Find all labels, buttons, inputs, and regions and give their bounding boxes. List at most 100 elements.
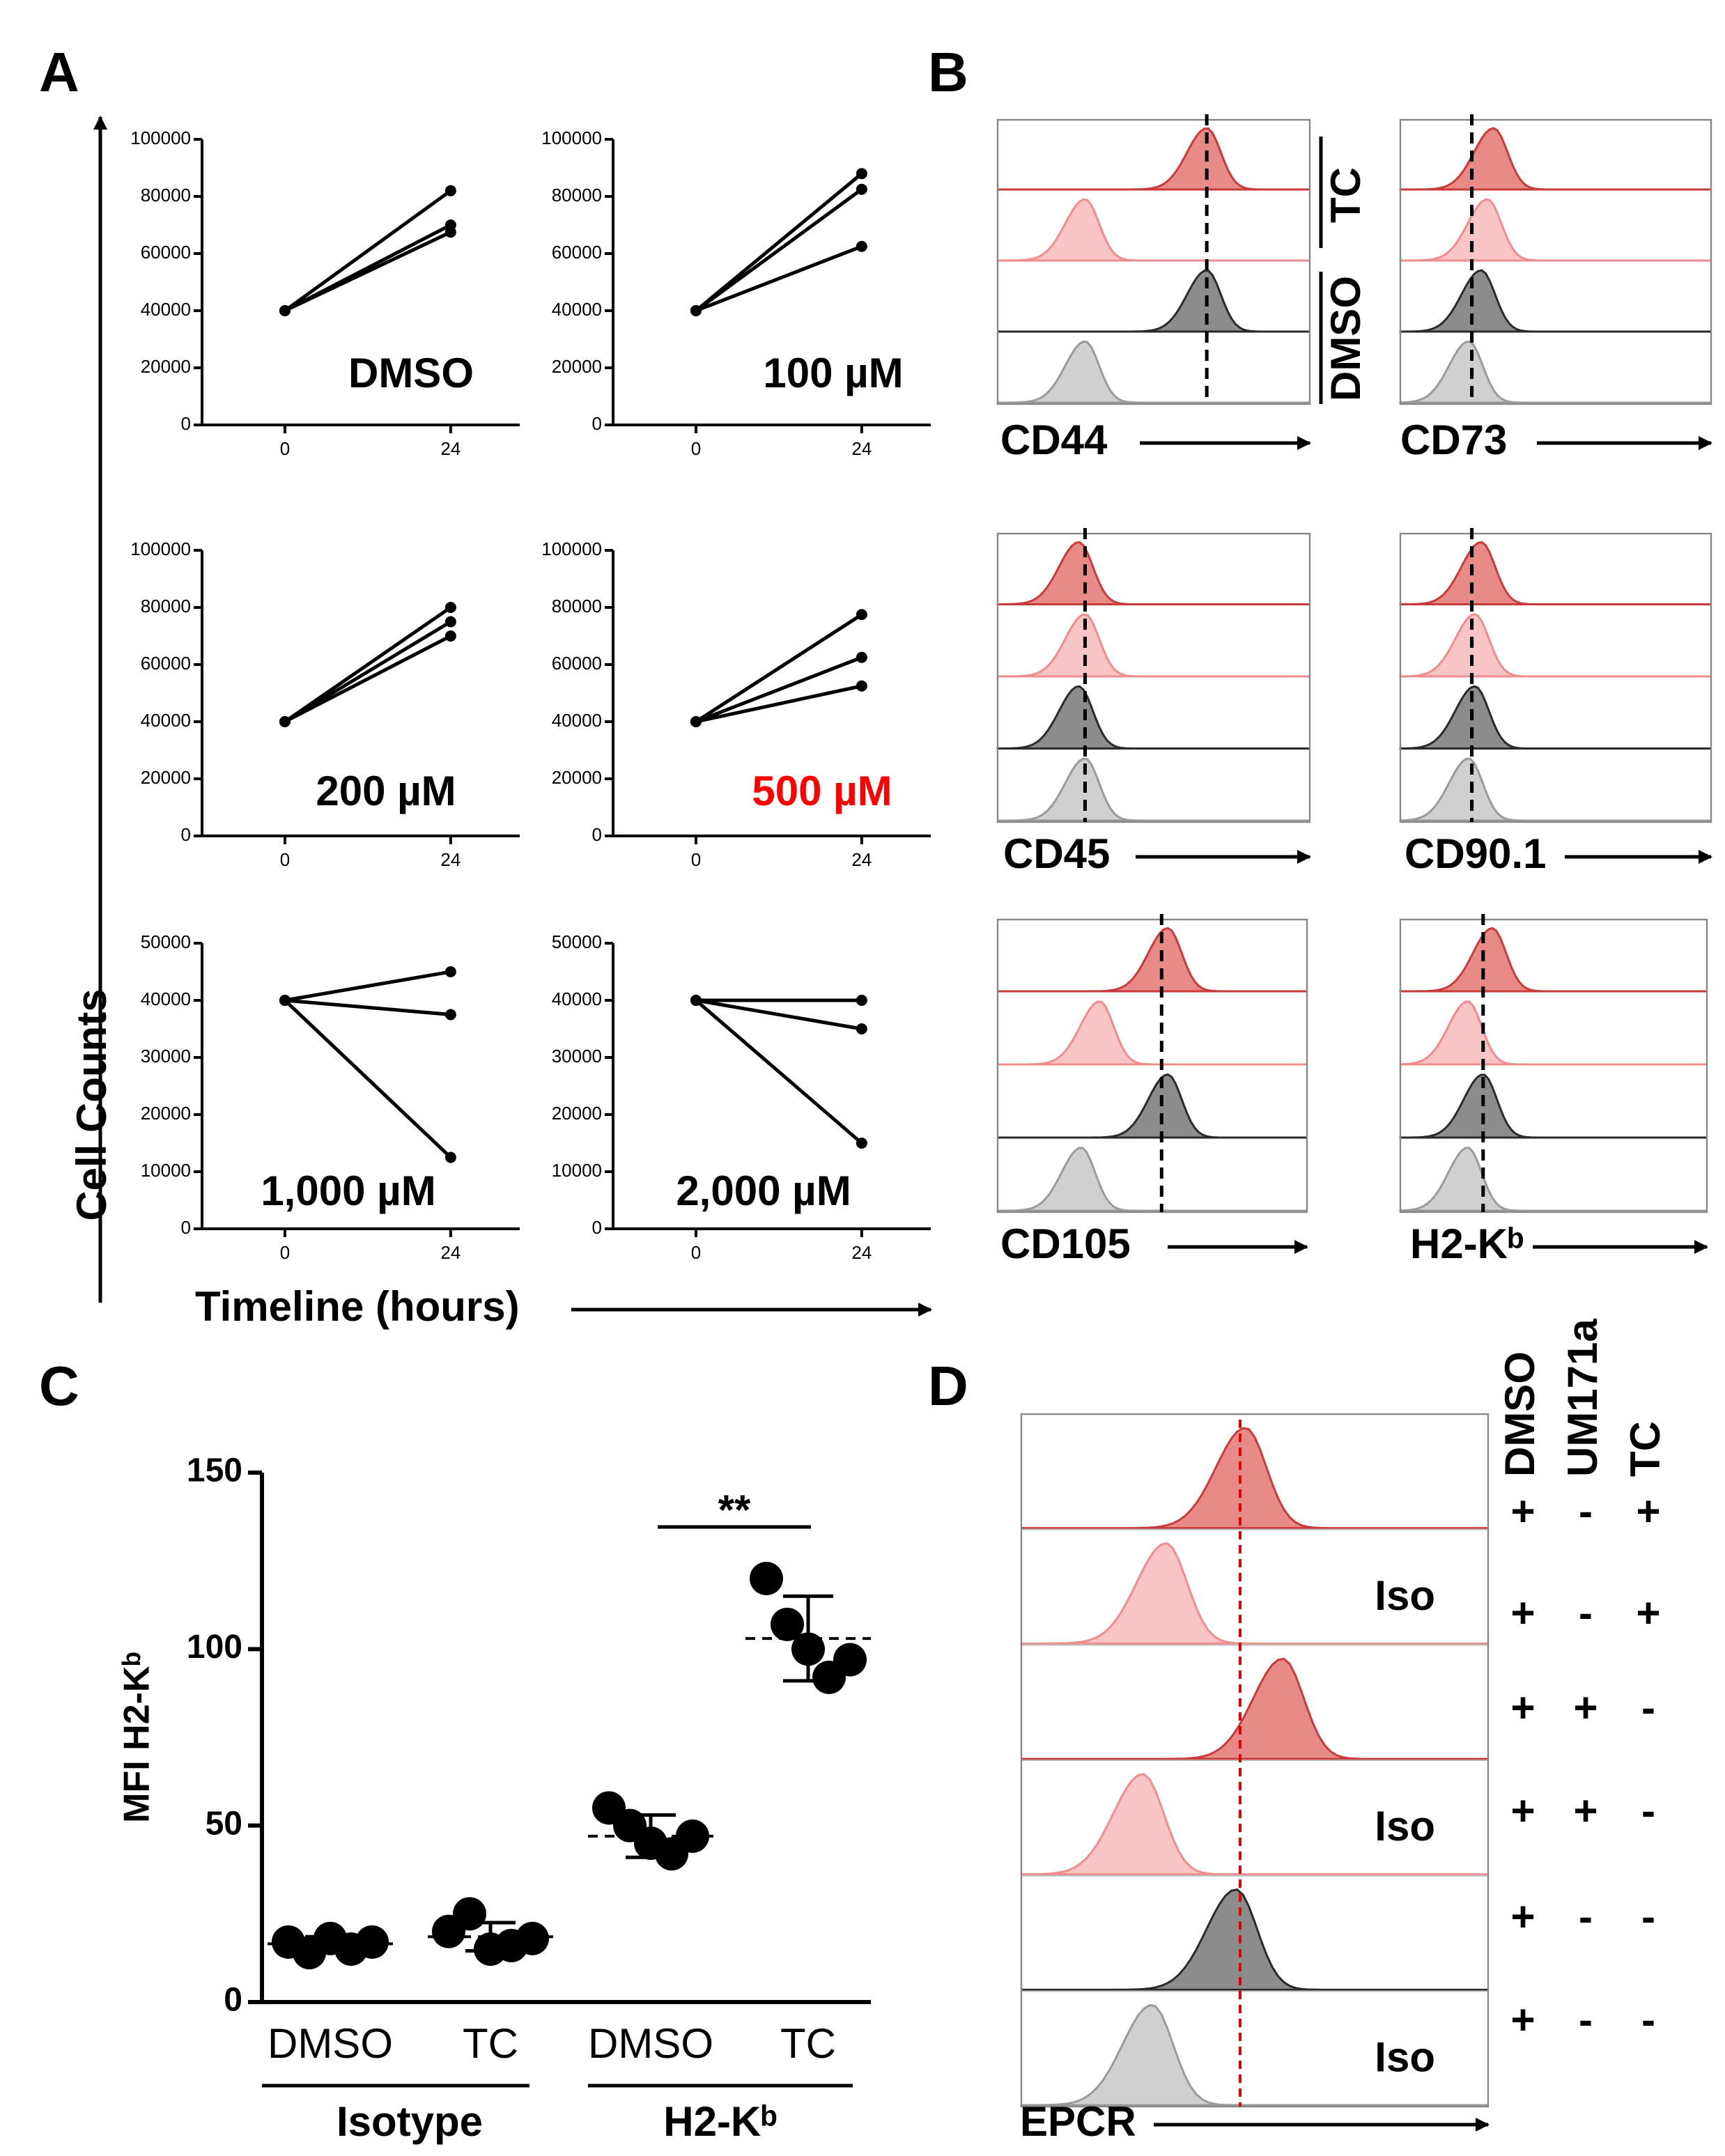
iso-label: Iso: [1375, 1572, 1435, 1619]
marker-label: CD105: [1000, 1220, 1131, 1267]
annotation: 500 µM: [752, 768, 892, 814]
condition-sign: -: [1579, 1590, 1593, 1636]
y-tick-label: 0: [224, 1982, 242, 2019]
condition-sign: -: [1579, 1488, 1593, 1535]
y-tick-label: 20000: [141, 767, 191, 788]
marker-label: CD73: [1400, 417, 1507, 463]
group-label: Isotype: [337, 2098, 483, 2145]
y-tick-label: 0: [181, 1217, 191, 1238]
histogram-frame: [1399, 918, 1708, 1213]
histogram-frame: [1399, 118, 1712, 405]
histogram: [998, 127, 1310, 191]
condition-sign: -: [1641, 1787, 1655, 1834]
error-bar: [305, 1934, 355, 1953]
data-point: [856, 995, 867, 1006]
y-tick-label: 50000: [552, 931, 602, 952]
data-line: [284, 999, 452, 1159]
y-tick-label: 20000: [141, 1103, 191, 1124]
y-tick-label: 40000: [141, 710, 191, 731]
histogram: [1399, 198, 1711, 262]
data-point: [690, 716, 702, 727]
y-tick-label: 100000: [130, 538, 191, 559]
x-tick-label: TC: [780, 2020, 836, 2067]
data-line: [284, 634, 452, 724]
marker-label: CD45: [1003, 830, 1110, 877]
y-tick-label: 0: [592, 413, 602, 434]
marker-label: CD90.1: [1405, 830, 1546, 877]
x-tick-label: 0: [691, 1242, 701, 1263]
y-tick-label: 80000: [141, 596, 191, 616]
data-point: [444, 1151, 456, 1163]
marker-label: CD44: [1000, 417, 1108, 463]
data-line: [695, 613, 863, 724]
y-tick-label: 0: [181, 413, 191, 434]
data-point: [444, 1009, 456, 1021]
data-line: [284, 620, 452, 724]
data-point: [856, 680, 867, 692]
histogram: [1399, 613, 1711, 678]
x-tick-label: 24: [851, 849, 872, 870]
y-tick-label: 100000: [541, 127, 602, 148]
histogram-frame: [1020, 1413, 1490, 2108]
data-point: [355, 1925, 389, 1959]
data-point: [279, 716, 291, 727]
panel-label: D: [928, 1355, 968, 1417]
x-tick-label: 0: [280, 1242, 290, 1263]
y-axis-label: MFI H2-Kᵇ: [117, 1652, 157, 1823]
legend-label: DMSO: [1322, 276, 1369, 401]
iso-label: Iso: [1375, 1803, 1435, 1849]
x-tick-label: TC: [463, 2020, 518, 2067]
x-tick-label: 24: [440, 849, 461, 870]
y-tick-label: 0: [592, 824, 602, 845]
data-point: [856, 168, 867, 180]
x-tick-label: 24: [440, 438, 461, 459]
histogram: [996, 541, 1310, 605]
y-tick-label: 30000: [141, 1046, 191, 1067]
histogram: [1399, 1147, 1707, 1212]
histogram: [998, 1000, 1307, 1066]
y-tick-label: 100: [187, 1629, 242, 1666]
y-tick-label: 40000: [552, 710, 602, 731]
data-line: [695, 187, 863, 313]
histogram: [1021, 1657, 1488, 1760]
y-tick-label: 80000: [552, 185, 602, 205]
x-tick-label: 0: [280, 438, 290, 459]
group-label: H2-Kᵇ: [663, 2098, 777, 2145]
histogram: [1399, 926, 1707, 993]
condition-sign: +: [1636, 1590, 1660, 1636]
condition-sign: +: [1510, 1893, 1535, 1940]
data-point: [771, 1607, 804, 1641]
condition-sign: +: [1510, 1684, 1535, 1731]
data-line: [284, 970, 451, 1002]
y-tick-label: 40000: [141, 988, 191, 1009]
panel-label: C: [39, 1355, 79, 1417]
annotation: 1,000 µM: [261, 1168, 435, 1214]
y-tick-label: 60000: [141, 653, 191, 674]
histogram: [998, 270, 1310, 333]
data-line: [284, 189, 452, 313]
histogram: [1399, 685, 1711, 750]
histogram-frame: [1399, 532, 1712, 823]
x-axis-label: Timeline (hours): [195, 1283, 520, 1330]
condition-sign: -: [1641, 1893, 1655, 1940]
y-tick-label: 40000: [141, 299, 191, 320]
iso-label: Iso: [1375, 2034, 1435, 2081]
y-tick-label: 40000: [552, 988, 602, 1009]
x-tick-label: 0: [691, 438, 701, 459]
annotation: 200 µM: [316, 768, 456, 814]
data-point: [444, 602, 456, 613]
histogram: [1399, 541, 1711, 605]
annotation: DMSO: [348, 350, 474, 396]
data-point: [516, 1921, 549, 1955]
y-tick-label: 0: [592, 1217, 602, 1238]
histogram-frame: [996, 532, 1311, 823]
annotation: 2,000 µM: [676, 1168, 851, 1214]
y-tick-label: 20000: [141, 356, 191, 377]
data-point: [833, 1643, 867, 1677]
panel-label: A: [39, 41, 79, 103]
data-line: [284, 230, 451, 313]
y-tick-label: 20000: [552, 767, 602, 788]
condition-sign: +: [1573, 1787, 1598, 1834]
data-point: [856, 240, 867, 252]
